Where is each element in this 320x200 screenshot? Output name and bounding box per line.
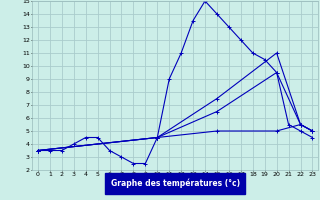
X-axis label: Graphe des températures (°c): Graphe des températures (°c): [111, 178, 240, 188]
